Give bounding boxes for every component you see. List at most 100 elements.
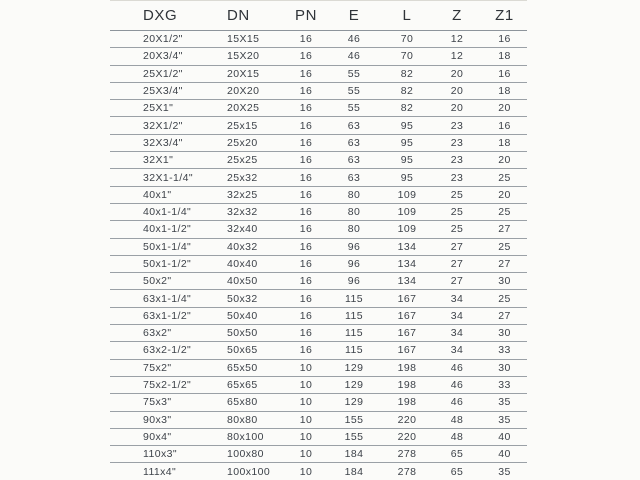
cell-dxg: 40x1"	[110, 186, 213, 204]
cell-l: 278	[397, 465, 417, 478]
cell-pn: 16	[286, 134, 326, 153]
cell-z: 20	[432, 65, 482, 83]
table-row: 90x4" 80x100 10 155 220 48 40	[110, 428, 527, 447]
table-row: 50x2" 40x50 16 96 134 27 30	[110, 272, 527, 291]
cell-l: 167	[382, 324, 432, 343]
cell-pn: 10	[286, 428, 326, 447]
table-row: 32X3/4" 25x20 16 63 95 23 18	[110, 134, 527, 153]
cell-pn: 10	[286, 411, 326, 429]
cell-pn: 16	[286, 82, 326, 101]
cell-z1: 20	[482, 186, 527, 204]
table-row: 50x1-1/2" 40x40 16 96 134 27 27	[110, 255, 527, 274]
cell-z1: 35	[482, 411, 527, 429]
cell-z: 34	[432, 341, 482, 360]
cell-l: 95	[382, 116, 432, 135]
table-row: 20X1/2" 15X15 16 46 70 12 16	[110, 30, 527, 49]
cell-z: 23	[432, 168, 482, 187]
cell-z1: 27	[482, 307, 527, 326]
cell-pn: 10	[299, 465, 313, 478]
cell-dn: 25x20	[213, 134, 286, 153]
cell-dn: 20X25	[213, 99, 286, 118]
cell-pn: 16	[286, 186, 326, 204]
cell-z: 34	[432, 307, 482, 326]
cell-l: 109	[382, 186, 432, 204]
table-row: 111x4" 100x100 10 184 278 65 35	[110, 463, 527, 480]
cell-l: 198	[382, 376, 432, 395]
cell-e: 129	[326, 376, 382, 395]
cell-z1: 33	[482, 376, 527, 395]
cell-l: 198	[382, 359, 432, 377]
cell-e: 63	[326, 134, 382, 153]
column-header-e: E	[326, 0, 382, 31]
cell-z1: 18	[482, 82, 527, 101]
cell-e: 46	[326, 30, 382, 49]
cell-e: 80	[326, 203, 382, 222]
cell-e: 63	[326, 116, 382, 135]
cell-z1: 40	[482, 445, 527, 464]
cell-dxg: 25X1/2"	[110, 65, 213, 83]
cell-z1: 25	[482, 238, 527, 256]
cell-dn: 80x80	[213, 411, 286, 429]
cell-dn: 15X20	[213, 47, 286, 66]
table-row: 63x1-1/2" 50x40 16 115 167 34 27	[110, 307, 527, 326]
cell-e: 115	[326, 324, 382, 343]
cell-dxg: 25X1"	[110, 99, 213, 118]
cell-l: 167	[382, 307, 432, 326]
table-row: 63x2" 50x50 16 115 167 34 30	[110, 324, 527, 343]
column-header-dn: DN	[213, 0, 286, 31]
table-row: 32X1/2" 25x15 16 63 95 23 16	[110, 116, 527, 135]
cell-dn: 100x80	[213, 445, 286, 464]
cell-dxg: 40x1-1/2"	[110, 220, 213, 239]
cell-e: 155	[326, 411, 382, 429]
table-row: 25X1" 20X25 16 55 82 20 20	[110, 99, 527, 118]
cell-pn: 16	[286, 168, 326, 187]
cell-dxg: 111x4"	[143, 465, 177, 478]
cell-z1: 27	[482, 220, 527, 239]
cell-z: 23	[432, 116, 482, 135]
cell-z1: 20	[482, 99, 527, 118]
cell-dn: 50x32	[213, 289, 286, 308]
cell-dxg: 63x2"	[110, 324, 213, 343]
cell-pn: 16	[286, 324, 326, 343]
cell-pn: 16	[286, 151, 326, 170]
cell-e: 184	[344, 465, 364, 478]
cell-z: 25	[432, 220, 482, 239]
cell-dxg: 63x1-1/2"	[110, 307, 213, 326]
cell-e: 115	[326, 289, 382, 308]
cell-z1: 35	[498, 465, 511, 478]
cell-e: 96	[326, 238, 382, 256]
cell-z1: 30	[482, 272, 527, 291]
cell-l: 95	[382, 134, 432, 153]
cell-pn: 16	[286, 307, 326, 326]
cell-z: 27	[432, 238, 482, 256]
cell-z: 65	[432, 445, 482, 464]
cell-l: 278	[382, 445, 432, 464]
cell-dn: 25x32	[213, 168, 286, 187]
cell-z: 27	[432, 255, 482, 274]
cell-z1: 30	[482, 324, 527, 343]
table-row: 40x1" 32x25 16 80 109 25 20	[110, 186, 527, 204]
cell-z1: 18	[482, 134, 527, 153]
cell-z: 23	[432, 134, 482, 153]
cell-l: 198	[382, 393, 432, 412]
cell-z1: 16	[482, 30, 527, 49]
cell-pn: 10	[286, 376, 326, 395]
cell-l: 220	[382, 428, 432, 447]
cell-dn: 50x65	[213, 341, 286, 360]
cell-dn: 32x25	[213, 186, 286, 204]
cell-e: 46	[326, 47, 382, 66]
cell-l: 134	[382, 272, 432, 291]
cell-z: 12	[432, 47, 482, 66]
cell-dxg: 32X1-1/4"	[110, 168, 213, 187]
cell-z: 46	[432, 376, 482, 395]
cell-z1: 27	[482, 255, 527, 274]
cell-l: 82	[382, 99, 432, 118]
cell-pn: 10	[286, 393, 326, 412]
cell-dxg: 20X3/4"	[110, 47, 213, 66]
cell-l: 95	[382, 151, 432, 170]
cell-z: 46	[432, 393, 482, 412]
cell-z1: 33	[482, 341, 527, 360]
table-head: DXG DN PN E L Z Z1	[110, 0, 527, 31]
cell-z: 20	[432, 82, 482, 101]
